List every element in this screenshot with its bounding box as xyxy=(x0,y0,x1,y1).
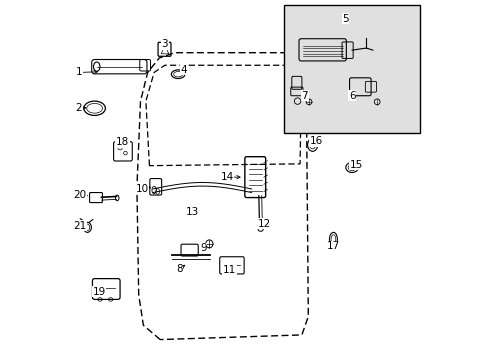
Text: 14: 14 xyxy=(220,172,233,182)
Text: 10: 10 xyxy=(136,184,148,194)
FancyBboxPatch shape xyxy=(284,5,419,133)
Text: 20: 20 xyxy=(73,190,86,200)
Text: 12: 12 xyxy=(257,219,270,229)
Text: 15: 15 xyxy=(349,160,362,170)
Text: 4: 4 xyxy=(180,64,186,75)
Text: 7: 7 xyxy=(301,91,307,101)
Text: 8: 8 xyxy=(176,264,182,274)
Text: 16: 16 xyxy=(309,136,322,146)
Text: 1: 1 xyxy=(76,67,82,77)
Text: 13: 13 xyxy=(185,207,199,217)
Text: 2: 2 xyxy=(75,103,82,113)
Text: 21: 21 xyxy=(73,221,86,231)
Text: 6: 6 xyxy=(348,91,355,101)
Text: 9: 9 xyxy=(200,243,206,253)
Text: 3: 3 xyxy=(161,40,168,49)
Text: 11: 11 xyxy=(223,265,236,275)
Text: 19: 19 xyxy=(92,287,106,297)
Text: 18: 18 xyxy=(116,138,129,147)
Text: 17: 17 xyxy=(326,241,339,251)
Text: 5: 5 xyxy=(342,14,348,24)
